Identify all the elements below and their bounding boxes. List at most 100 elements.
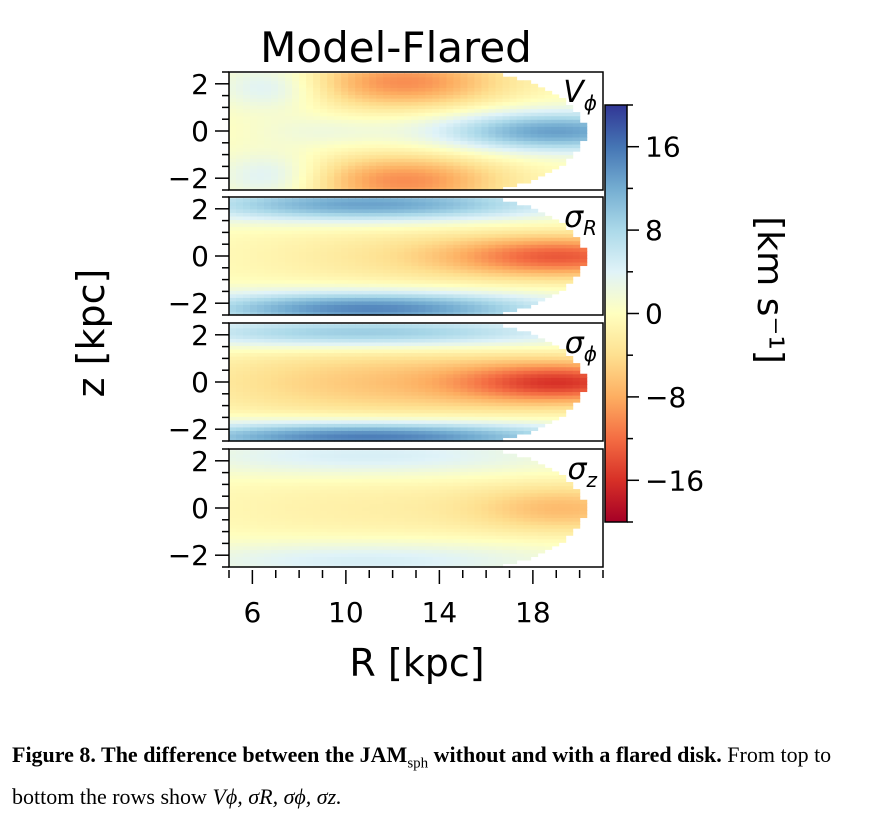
heatmap-cell	[257, 115, 265, 120]
heatmap-cell	[425, 304, 433, 309]
heatmap-cell	[432, 119, 440, 124]
heatmap-cell	[341, 297, 349, 302]
heatmap-cell	[467, 430, 476, 435]
heatmap-cell	[474, 265, 483, 270]
heatmap-cell	[474, 244, 483, 249]
heatmap-cell	[390, 345, 398, 350]
heatmap-cell	[320, 356, 328, 361]
heatmap-cell	[439, 80, 447, 85]
heatmap-cell	[502, 76, 511, 81]
heatmap-cell	[313, 356, 321, 361]
heatmap-cell	[306, 366, 314, 371]
heatmap-cell	[383, 108, 391, 113]
heatmap-cell	[362, 341, 370, 347]
heatmap-cell	[292, 341, 300, 347]
heatmap-cell	[341, 300, 349, 305]
heatmap-cell	[257, 297, 265, 302]
heatmap-cell	[369, 240, 377, 245]
heatmap-cell	[320, 377, 328, 382]
heatmap-cell	[264, 538, 272, 543]
heatmap-cell	[264, 304, 272, 309]
heatmap-cell	[411, 423, 419, 428]
heatmap-cell	[404, 300, 412, 305]
heatmap-cell	[348, 398, 356, 403]
heatmap-cell	[383, 105, 391, 110]
heatmap-cell	[334, 327, 342, 332]
heatmap-cell	[488, 126, 497, 131]
heatmap-cell	[376, 90, 384, 96]
heatmap-cell	[397, 151, 405, 156]
heatmap-cell	[355, 297, 363, 302]
heatmap-cell	[495, 363, 504, 368]
heatmap-cell	[299, 345, 307, 350]
heatmap-cell	[530, 136, 539, 142]
heatmap-cell	[488, 136, 497, 142]
heatmap-cell	[327, 419, 335, 424]
heatmap-cell	[390, 366, 398, 371]
heatmap-cell	[243, 297, 251, 302]
heatmap-cell	[229, 161, 237, 166]
heatmap-cell	[453, 136, 462, 142]
heatmap-cell	[229, 154, 237, 159]
heatmap-cell	[383, 331, 391, 336]
heatmap-cell	[383, 240, 391, 245]
heatmap-cell	[425, 293, 433, 298]
heatmap-cell	[404, 398, 412, 403]
heatmap-cell	[285, 76, 293, 81]
heatmap-cell	[306, 327, 314, 332]
heatmap-cell	[264, 133, 272, 138]
heatmap-cell	[481, 198, 490, 203]
heatmap-cell	[355, 394, 363, 400]
heatmap-cell	[341, 233, 349, 238]
heatmap-cell	[236, 297, 244, 302]
heatmap-cell	[362, 158, 370, 163]
heatmap-cell	[439, 168, 447, 173]
heatmap-cell	[341, 426, 349, 431]
heatmap-cell	[446, 165, 454, 170]
heatmap-cell	[334, 165, 342, 170]
heatmap-cell	[446, 198, 454, 203]
heatmap-cell	[243, 398, 251, 403]
heatmap-cell	[341, 90, 349, 96]
heatmap-cell	[320, 405, 328, 410]
heatmap-cell	[320, 247, 328, 252]
heatmap-cell	[474, 276, 483, 281]
heatmap-cell	[488, 205, 497, 210]
heatmap-cell	[376, 265, 384, 270]
heatmap-cell	[474, 76, 483, 81]
heatmap-cell	[285, 433, 293, 439]
heatmap-cell	[481, 219, 490, 224]
heatmap-cell	[341, 265, 349, 270]
heatmap-cell	[432, 108, 440, 113]
heatmap-cell	[341, 119, 349, 124]
heatmap-cell	[299, 437, 307, 442]
heatmap-cell	[320, 430, 328, 435]
heatmap-cell	[271, 172, 279, 177]
heatmap-cell	[488, 90, 497, 96]
heatmap-cell	[313, 143, 321, 149]
heatmap-cell	[313, 240, 321, 245]
heatmap-cell	[271, 380, 279, 385]
heatmap-cell	[495, 83, 504, 88]
heatmap-cell	[425, 208, 433, 213]
heatmap-cell	[404, 387, 412, 393]
heatmap-cell	[537, 212, 546, 217]
heatmap-cell	[306, 352, 314, 357]
heatmap-cell	[306, 258, 314, 263]
heatmap-cell	[516, 254, 525, 259]
heatmap-cell	[250, 485, 258, 490]
heatmap-cell	[537, 105, 546, 110]
heatmap-cell	[306, 300, 314, 305]
heatmap-cell	[243, 198, 251, 203]
heatmap-cell	[467, 258, 476, 263]
heatmap-cell	[341, 430, 349, 435]
heatmap-cell	[250, 168, 258, 173]
heatmap-cell	[376, 398, 384, 403]
heatmap-cell	[439, 300, 447, 305]
heatmap-cell	[299, 136, 307, 142]
heatmap-cell	[299, 140, 307, 145]
heatmap-cell	[264, 112, 272, 117]
heatmap-cell	[530, 172, 539, 177]
heatmap-cell	[516, 119, 525, 124]
heatmap-cell	[418, 112, 426, 117]
